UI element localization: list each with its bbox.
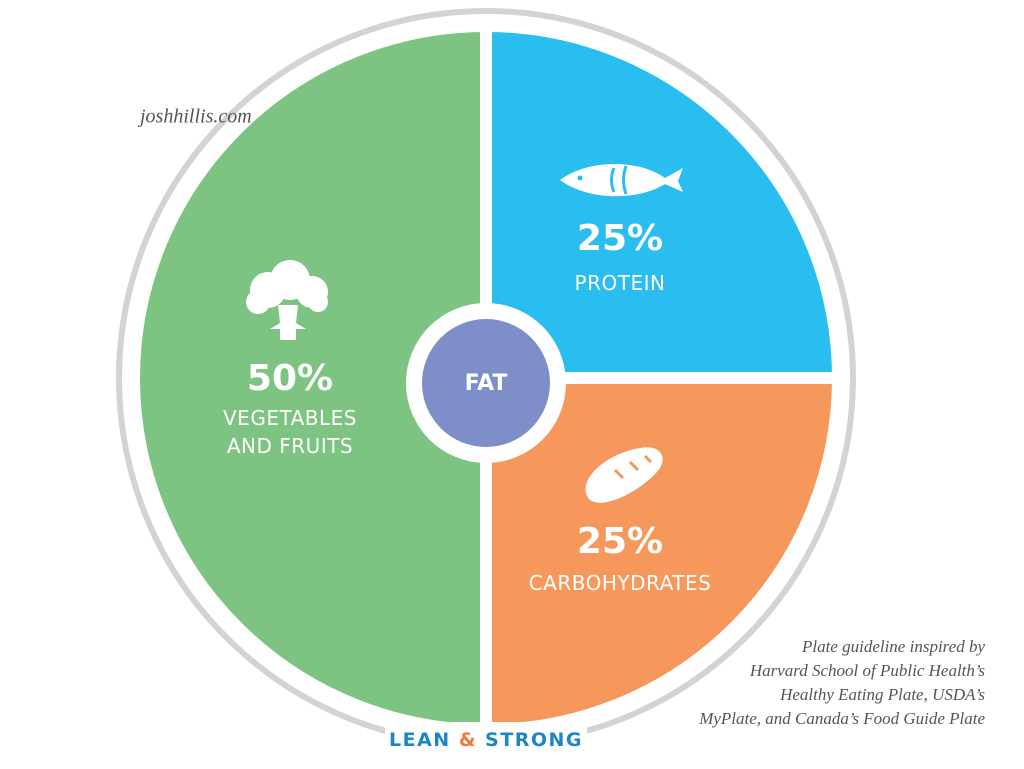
slice	[128, 19, 492, 737]
source: joshhillis.com	[137, 106, 252, 128]
brand-bg	[385, 722, 587, 756]
slices	[128, 19, 845, 737]
brand-right: STRONG	[485, 729, 583, 751]
fish-icon	[560, 164, 683, 197]
category-label: CARBOHYDRATES	[528, 571, 712, 595]
bread-icon	[585, 447, 663, 503]
category-label: PROTEIN	[574, 271, 666, 295]
value-label: 25%	[577, 521, 663, 562]
footnote-line: Plate guideline inspired by	[801, 637, 985, 656]
footnote-line: Harvard School of Public Health’s	[749, 661, 986, 680]
value-label: 50%	[247, 358, 333, 399]
brand-left: LEAN	[389, 729, 451, 751]
footnote-line: MyPlate, and Canada’s Food Guide Plate	[698, 709, 985, 728]
broccoli-icon	[246, 260, 328, 340]
brand: LEAN & STRONG	[389, 729, 583, 751]
center-label: FAT	[465, 371, 508, 396]
slice	[480, 19, 845, 384]
category-label: VEGETABLES AND FRUITS	[223, 406, 357, 458]
value-label: 25%	[577, 218, 663, 259]
footnote-line: Healthy Eating Plate, USDA’s	[779, 685, 985, 704]
fat-circle	[422, 319, 550, 447]
brand-mid: &	[459, 729, 477, 751]
